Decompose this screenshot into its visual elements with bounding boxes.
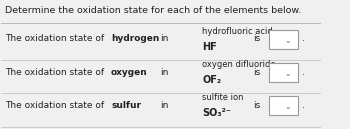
Text: The oxidation state of: The oxidation state of [5,68,104,77]
FancyBboxPatch shape [270,96,298,115]
Text: is: is [253,34,261,43]
Text: oxygen: oxygen [111,68,148,77]
Text: oxygen difluoride: oxygen difluoride [202,60,276,69]
Text: hydrofluoric acid: hydrofluoric acid [202,27,273,36]
Text: .: . [302,101,305,110]
Text: hydrogen: hydrogen [111,34,159,43]
FancyBboxPatch shape [270,63,298,82]
Text: .: . [302,68,305,77]
Text: sulfur: sulfur [111,101,141,110]
Text: SO₃²⁻: SO₃²⁻ [202,108,231,118]
Text: ⌄: ⌄ [285,36,291,45]
Text: ⌄: ⌄ [285,102,291,111]
Text: The oxidation state of: The oxidation state of [5,101,104,110]
Text: OF₂: OF₂ [202,75,221,85]
Text: HF: HF [202,42,217,52]
Text: .: . [302,34,305,43]
Text: is: is [253,101,261,110]
Text: in: in [161,34,169,43]
Text: in: in [161,101,169,110]
Text: The oxidation state of: The oxidation state of [5,34,104,43]
Text: ⌄: ⌄ [285,69,291,78]
FancyBboxPatch shape [270,30,298,49]
Text: in: in [161,68,169,77]
Text: sulfite ion: sulfite ion [202,93,244,102]
Text: is: is [253,68,261,77]
Text: Determine the oxidation state for each of the elements below.: Determine the oxidation state for each o… [5,6,301,15]
